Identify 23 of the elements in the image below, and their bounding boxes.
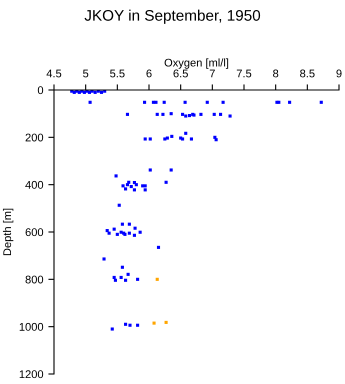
x-tick-label: 5.5 — [110, 70, 125, 78]
y-tick-label: 800 — [26, 276, 44, 284]
point — [164, 320, 168, 324]
x-tick-label: 6 — [146, 70, 152, 78]
y-tick-label: 600 — [26, 228, 44, 236]
x-tick-label: 4.5 — [46, 70, 62, 78]
x-tick-label: 5 — [83, 70, 88, 78]
x-tick-label: 7.5 — [236, 70, 252, 78]
y-tick-label: 200 — [26, 134, 44, 142]
x-tick-label: 6.5 — [174, 70, 188, 78]
y-tick-label: 1000 — [20, 322, 44, 331]
x-tick-label: 8 — [273, 70, 278, 78]
x-tick-label: 9 — [336, 70, 342, 78]
x-tick-label: 7 — [210, 70, 215, 78]
y-tick-label: 1200 — [20, 370, 44, 378]
y-axis-title: Depth [m] — [2, 208, 14, 256]
x-axis-title: Oxygen [ml/l] — [164, 58, 228, 69]
chart-title: JKOY in September, 1950 — [84, 10, 260, 24]
y-tick-label: 0 — [38, 86, 44, 94]
y-tick-label: 400 — [25, 180, 44, 189]
x-tick-label: 8.5 — [300, 70, 315, 78]
point — [152, 322, 156, 325]
point — [156, 278, 159, 281]
